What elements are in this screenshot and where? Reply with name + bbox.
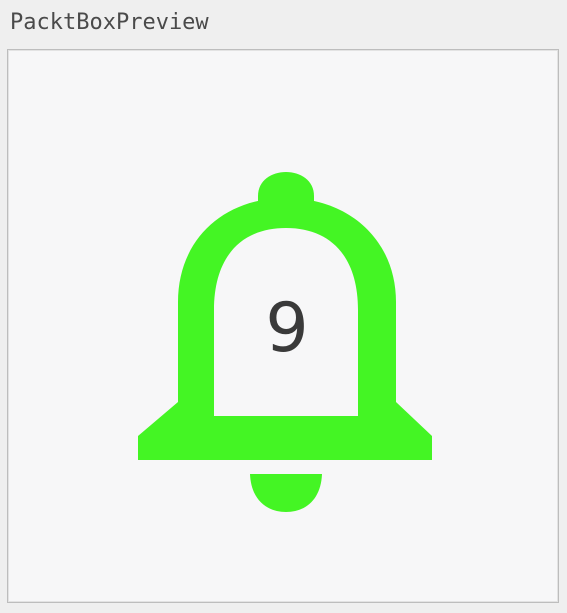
bell-clapper <box>250 474 322 512</box>
bell-icon <box>138 172 432 512</box>
preview-title: PacktBoxPreview <box>10 10 209 35</box>
notification-count: 9 <box>265 289 309 368</box>
bell-body <box>138 198 432 460</box>
preview-canvas: 9 <box>7 49 559 603</box>
